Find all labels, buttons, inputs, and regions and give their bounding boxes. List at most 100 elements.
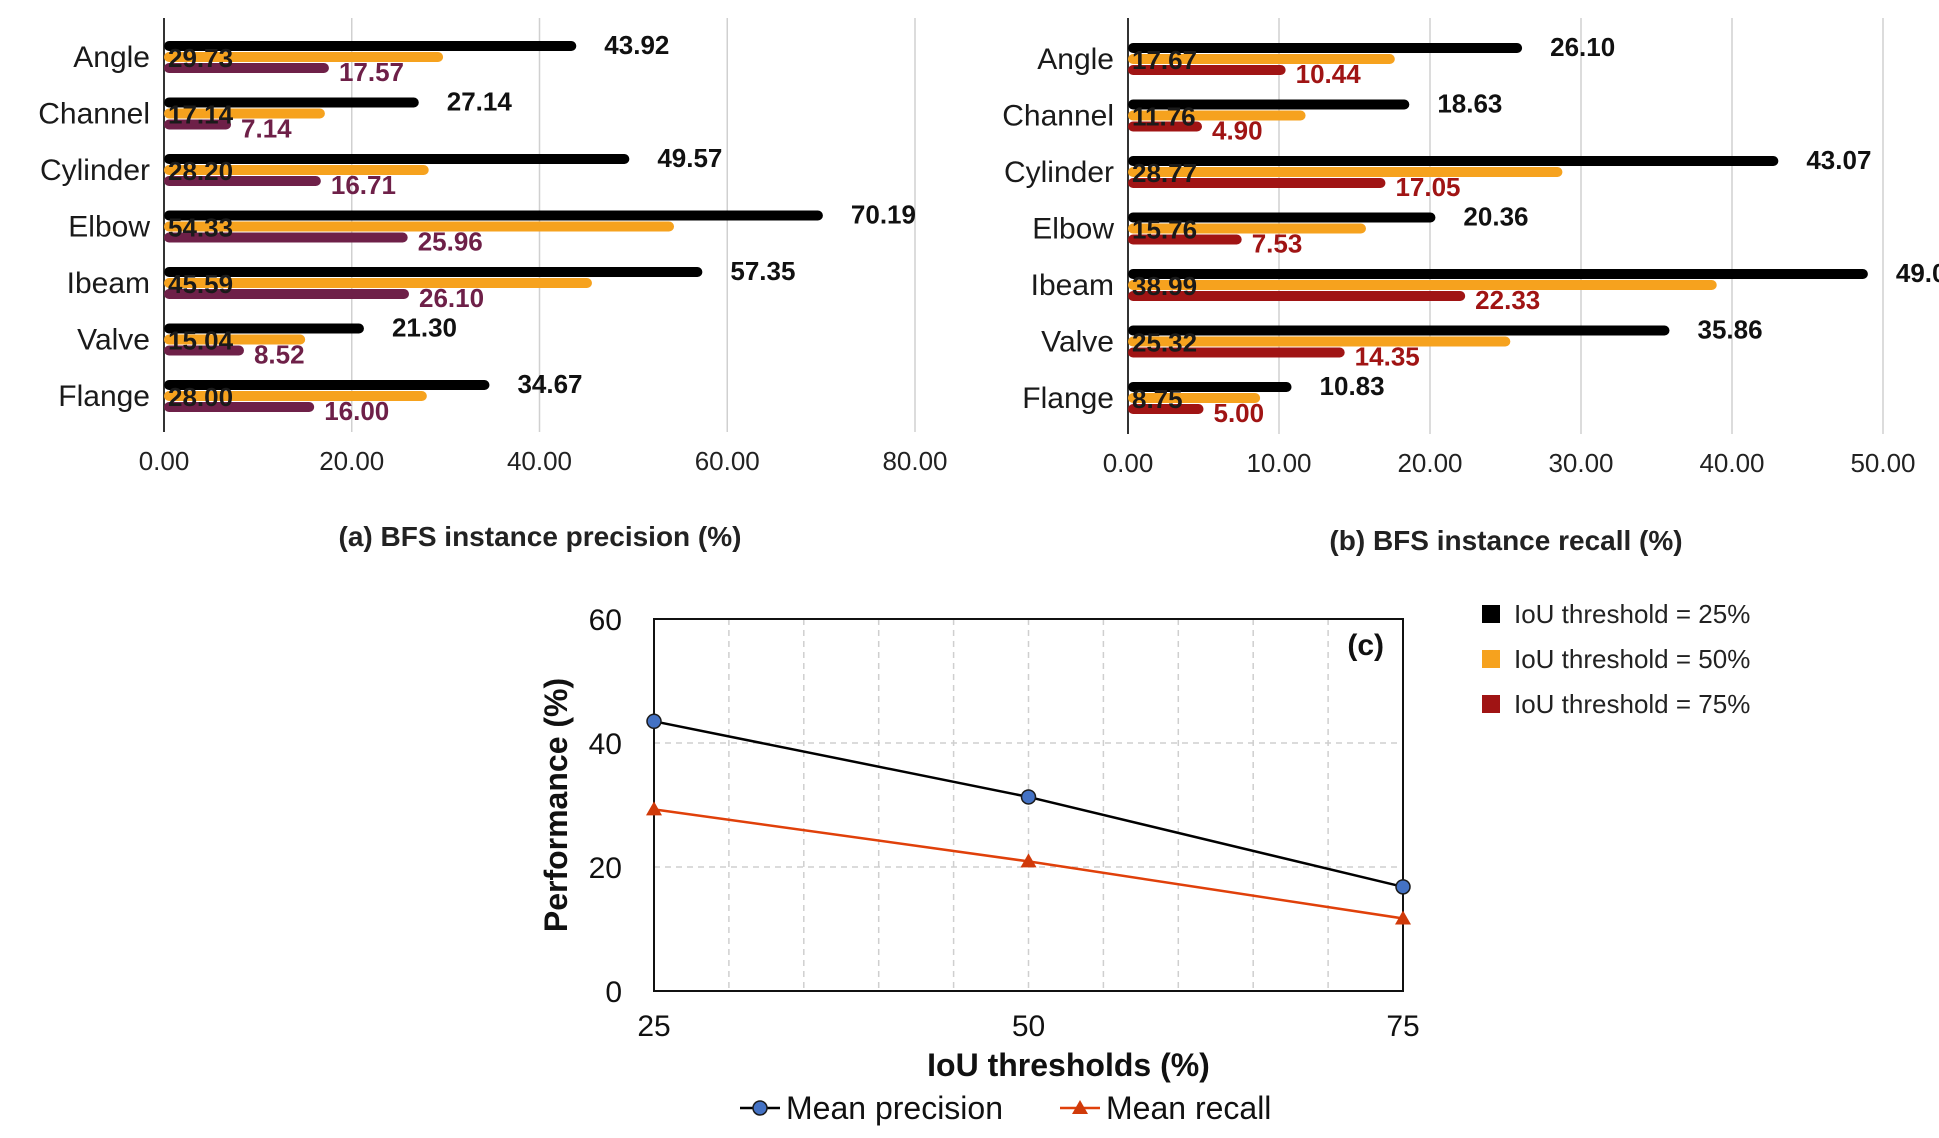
bar — [164, 210, 823, 221]
bar — [164, 52, 444, 62]
x-tick-label: 0.00 — [139, 446, 190, 476]
y-tick-label: 40 — [589, 728, 622, 761]
data-label: 7.53 — [1252, 229, 1303, 259]
bar — [164, 391, 427, 401]
precision-bar-chart: 0.00 20.00 40.00 60.00 80.00 Angle 43.92 29.73 1… — [38, 18, 948, 476]
data-label: 4.90 — [1212, 116, 1263, 146]
data-label: 38.99 — [1132, 271, 1197, 301]
x-tick-label: 40.00 — [507, 446, 572, 476]
legend-label: IoU threshold = 50% — [1514, 644, 1750, 674]
x-tick-label: 20.00 — [1397, 448, 1462, 478]
data-label: 25.96 — [418, 227, 483, 257]
bar — [164, 232, 408, 243]
bar — [1128, 212, 1436, 223]
data-label: 17.67 — [1132, 45, 1197, 75]
x-axis-label: IoU thresholds (%) — [927, 1047, 1210, 1083]
data-label: 21.30 — [392, 313, 457, 343]
category-label: Ibeam — [1031, 269, 1114, 302]
category-label: Flange — [58, 380, 150, 413]
data-label: 29.73 — [168, 43, 233, 73]
data-label: 16.00 — [324, 396, 389, 426]
bar — [164, 97, 419, 108]
x-tick-label: 0.00 — [1103, 448, 1154, 478]
panel-label: (c) — [1347, 629, 1384, 662]
data-label: 15.04 — [168, 326, 234, 356]
y-axis-label: Performance (%) — [538, 678, 574, 932]
bar — [164, 278, 592, 288]
x-tick-label: 60.00 — [695, 446, 760, 476]
x-tick-label: 75 — [1386, 1010, 1419, 1043]
data-label: 45.59 — [168, 269, 233, 299]
data-label: 27.14 — [447, 87, 513, 117]
data-label: 70.19 — [851, 200, 916, 230]
legend-swatch — [1482, 605, 1500, 623]
data-point — [1020, 853, 1037, 868]
data-label: 57.35 — [730, 256, 795, 286]
data-label: 49.57 — [657, 143, 722, 173]
category-label: Elbow — [68, 211, 150, 244]
category-label: Flange — [1022, 382, 1114, 415]
bar — [164, 380, 490, 390]
bar — [1128, 347, 1345, 358]
bar — [164, 119, 232, 130]
bar — [1128, 280, 1717, 290]
category-label: Valve — [1041, 326, 1114, 359]
category-label: Valve — [77, 324, 150, 357]
data-label: 28.77 — [1132, 158, 1197, 188]
data-label: 26.10 — [1550, 32, 1615, 62]
data-point — [1020, 789, 1037, 805]
x-tick-label: 50.00 — [1850, 448, 1915, 478]
x-tick-label: 80.00 — [882, 446, 947, 476]
category-label: Cylinder — [1004, 156, 1114, 189]
bar — [164, 402, 315, 412]
bar — [164, 108, 325, 119]
bar — [1128, 234, 1242, 245]
data-label: 28.00 — [168, 382, 233, 412]
data-label: 17.14 — [168, 100, 234, 130]
category-label: Channel — [38, 98, 150, 131]
legend-swatch — [1482, 650, 1500, 668]
bar — [164, 154, 630, 164]
bar — [164, 176, 321, 186]
bar — [1128, 178, 1386, 188]
data-label: 16.71 — [331, 170, 396, 200]
x-tick-label: 40.00 — [1699, 448, 1764, 478]
data-point — [1395, 910, 1411, 925]
bar — [164, 221, 675, 232]
bar — [164, 267, 703, 277]
legend-label: Mean recall — [1106, 1090, 1271, 1126]
x-tick-label: 50 — [1012, 1010, 1045, 1043]
data-label: 11.76 — [1132, 102, 1196, 132]
legend-label: IoU threshold = 25% — [1514, 599, 1750, 629]
bar — [1128, 99, 1410, 110]
legend-label: IoU threshold = 75% — [1514, 689, 1750, 719]
bar — [164, 63, 329, 73]
y-tick-label: 20 — [589, 852, 622, 885]
data-label: 5.00 — [1214, 398, 1265, 428]
data-label: 34.67 — [517, 369, 582, 399]
bar — [164, 323, 364, 334]
bar — [164, 289, 410, 299]
bar — [1128, 54, 1395, 64]
x-tick-label: 10.00 — [1246, 448, 1311, 478]
bar — [164, 41, 577, 51]
data-label: 10.44 — [1296, 59, 1362, 89]
bar — [1128, 336, 1511, 347]
bar — [164, 345, 244, 356]
bar — [1128, 393, 1261, 403]
data-label: 54.33 — [168, 213, 233, 243]
data-label: 43.92 — [604, 30, 669, 60]
category-label: Angle — [73, 41, 150, 74]
bar — [164, 334, 306, 345]
iou-threshold-legend: IoU threshold = 25% IoU threshold = 50% Io… — [1482, 599, 1750, 719]
data-label: 20.36 — [1463, 202, 1528, 232]
data-label: 15.76 — [1132, 215, 1197, 245]
bar — [1128, 223, 1366, 234]
x-tick-label: 20.00 — [319, 446, 384, 476]
y-tick-label: 0 — [605, 976, 622, 1009]
x-tick-label: 30.00 — [1548, 448, 1613, 478]
bar — [1128, 167, 1563, 177]
recall-bar-chart: 0.00 10.00 20.00 30.00 40.00 50.00 Angle 26.10 1… — [1002, 18, 1939, 478]
data-label: 14.35 — [1355, 342, 1420, 372]
data-label: 17.57 — [339, 57, 404, 87]
